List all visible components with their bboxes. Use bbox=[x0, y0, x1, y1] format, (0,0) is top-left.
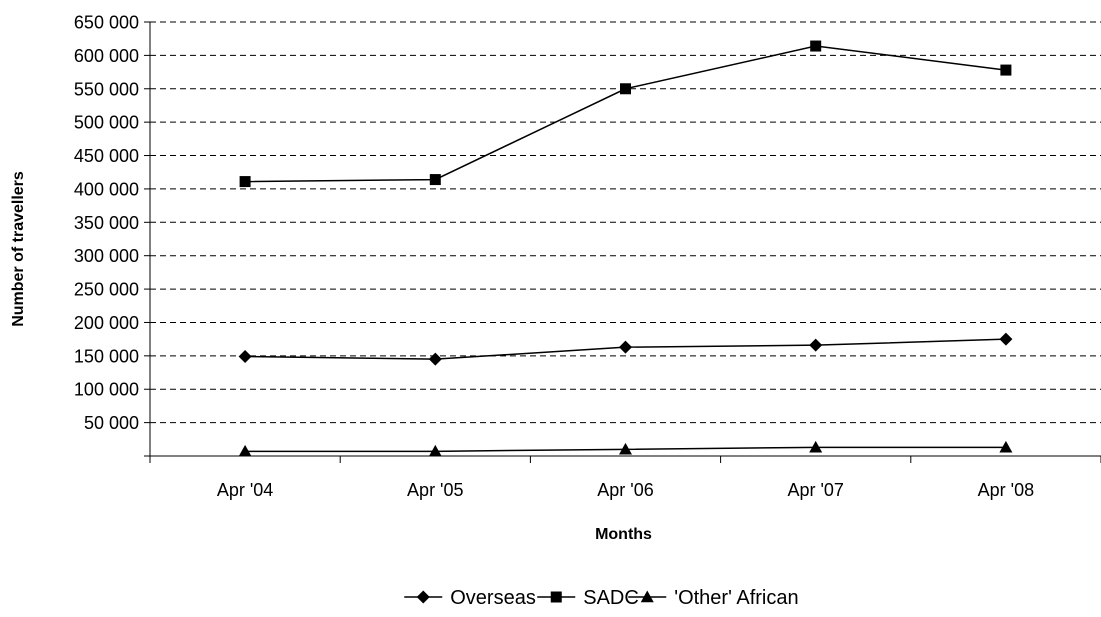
y-tick-label: 50 000 bbox=[84, 413, 139, 433]
data-point bbox=[1000, 64, 1012, 76]
legend-item-1: SADC bbox=[537, 587, 639, 609]
x-tick-label: Apr '08 bbox=[978, 480, 1034, 500]
legend-label: SADC bbox=[583, 587, 639, 609]
data-point bbox=[429, 174, 441, 186]
gridlines bbox=[150, 21, 1101, 424]
data-point bbox=[238, 444, 252, 457]
x-tick-label: Apr '05 bbox=[407, 480, 463, 500]
x-tick-labels: Apr '04 Apr '05 Apr '06 Apr '07 Apr '08 bbox=[217, 480, 1034, 500]
series-2 bbox=[238, 440, 1013, 457]
x-tick-label: Apr '06 bbox=[597, 480, 653, 500]
axes bbox=[144, 21, 1101, 463]
legend-item-2: 'Other' African bbox=[628, 587, 799, 609]
y-tick-labels: 50 000 100 000 150 000 200 000 250 000 300 00… bbox=[74, 13, 139, 434]
y-tick-label: 100 000 bbox=[74, 380, 139, 400]
data-point bbox=[620, 83, 631, 95]
y-tick-label: 550 000 bbox=[74, 79, 139, 99]
legend-marker bbox=[550, 591, 562, 603]
y-tick-label: 450 000 bbox=[74, 146, 139, 166]
y-tick-label: 350 000 bbox=[74, 213, 139, 233]
series-line bbox=[245, 45, 1006, 183]
data-point bbox=[809, 440, 823, 453]
data-point bbox=[428, 444, 442, 457]
x-axis-title: Months bbox=[595, 526, 652, 543]
y-tick-label: 400 000 bbox=[74, 179, 139, 199]
y-tick-label: 200 000 bbox=[74, 313, 139, 333]
series-0 bbox=[238, 332, 1013, 366]
legend: Overseas SADC 'Other' African bbox=[404, 587, 799, 609]
y-axis-title: Number of travellers bbox=[10, 171, 27, 327]
y-tick-label: 650 000 bbox=[74, 13, 139, 33]
data-point bbox=[619, 340, 632, 354]
y-tick-label: 600 000 bbox=[74, 46, 139, 66]
x-tick-label: Apr '04 bbox=[217, 480, 273, 500]
y-tick-label: 500 000 bbox=[74, 113, 139, 133]
data-point bbox=[428, 352, 442, 366]
legend-marker bbox=[416, 590, 430, 604]
y-tick-label: 150 000 bbox=[74, 346, 139, 366]
y-tick-label: 300 000 bbox=[74, 246, 139, 266]
legend-marker bbox=[640, 590, 654, 603]
x-tick-label: Apr '07 bbox=[787, 480, 843, 500]
data-point bbox=[999, 440, 1013, 453]
legend-item-0: Overseas bbox=[404, 587, 536, 609]
data-point bbox=[809, 338, 823, 352]
legend-label: Overseas bbox=[450, 587, 536, 609]
y-tick-label: 250 000 bbox=[74, 280, 139, 300]
data-point bbox=[619, 442, 632, 455]
data-point bbox=[810, 40, 822, 52]
series-group bbox=[238, 40, 1013, 457]
data-point bbox=[238, 350, 252, 364]
data-point bbox=[999, 332, 1013, 346]
series-1 bbox=[239, 40, 1012, 188]
legend-label: 'Other' African bbox=[674, 587, 798, 609]
data-point bbox=[239, 176, 251, 188]
